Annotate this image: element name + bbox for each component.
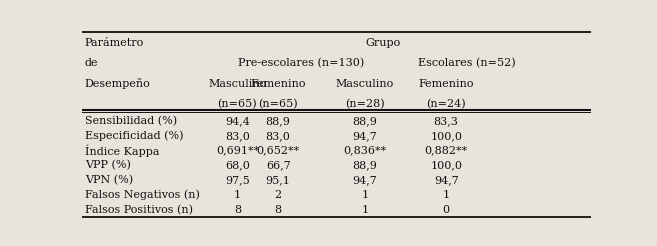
Text: 0,652**: 0,652** — [256, 146, 300, 156]
Text: 1: 1 — [443, 190, 450, 200]
Text: Pre-escolares (n=130): Pre-escolares (n=130) — [238, 58, 364, 69]
Text: Femenino: Femenino — [419, 79, 474, 89]
Text: (n=65): (n=65) — [217, 99, 258, 109]
Text: 2: 2 — [275, 190, 282, 200]
Text: 83,0: 83,0 — [225, 131, 250, 141]
Text: VPP (%): VPP (%) — [85, 160, 131, 170]
Text: Sensibilidad (%): Sensibilidad (%) — [85, 116, 177, 126]
Text: Masculino: Masculino — [336, 79, 394, 89]
Text: VPN (%): VPN (%) — [85, 175, 133, 185]
Text: 0,882**: 0,882** — [424, 146, 468, 156]
Text: 100,0: 100,0 — [430, 160, 462, 170]
Text: 0: 0 — [443, 205, 450, 215]
Text: 83,3: 83,3 — [434, 116, 459, 126]
Text: Falsos Positivos (n): Falsos Positivos (n) — [85, 204, 193, 215]
Text: Grupo: Grupo — [365, 38, 400, 48]
Text: (n=24): (n=24) — [426, 99, 466, 109]
Text: 8: 8 — [234, 205, 241, 215]
Text: Masculino: Masculino — [208, 79, 267, 89]
Text: 1: 1 — [234, 190, 241, 200]
Text: 68,0: 68,0 — [225, 160, 250, 170]
Text: 1: 1 — [361, 205, 369, 215]
Text: 94,7: 94,7 — [434, 175, 459, 185]
Text: 94,7: 94,7 — [352, 131, 377, 141]
Text: 0,691**: 0,691** — [215, 146, 259, 156]
Text: 83,0: 83,0 — [265, 131, 290, 141]
Text: 97,5: 97,5 — [225, 175, 250, 185]
Text: 88,9: 88,9 — [265, 116, 290, 126]
Text: Parámetro: Parámetro — [85, 38, 144, 48]
Text: 0,836**: 0,836** — [343, 146, 386, 156]
Text: 94,7: 94,7 — [352, 175, 377, 185]
Text: 88,9: 88,9 — [352, 160, 377, 170]
Text: Especificidad (%): Especificidad (%) — [85, 131, 183, 141]
Text: Escolares (n=52): Escolares (n=52) — [418, 58, 515, 69]
Text: 100,0: 100,0 — [430, 131, 462, 141]
Text: de: de — [85, 59, 98, 68]
Text: Desempeño: Desempeño — [85, 78, 150, 89]
Text: (n=65): (n=65) — [258, 99, 298, 109]
Text: Falsos Negativos (n): Falsos Negativos (n) — [85, 190, 200, 200]
Text: Femenino: Femenino — [250, 79, 306, 89]
Text: 95,1: 95,1 — [265, 175, 290, 185]
Text: Índice Kappa: Índice Kappa — [85, 144, 159, 157]
Text: (n=28): (n=28) — [345, 99, 384, 109]
Text: 8: 8 — [275, 205, 282, 215]
Text: 1: 1 — [361, 190, 369, 200]
Text: 88,9: 88,9 — [352, 116, 377, 126]
Text: 94,4: 94,4 — [225, 116, 250, 126]
Text: 66,7: 66,7 — [266, 160, 290, 170]
